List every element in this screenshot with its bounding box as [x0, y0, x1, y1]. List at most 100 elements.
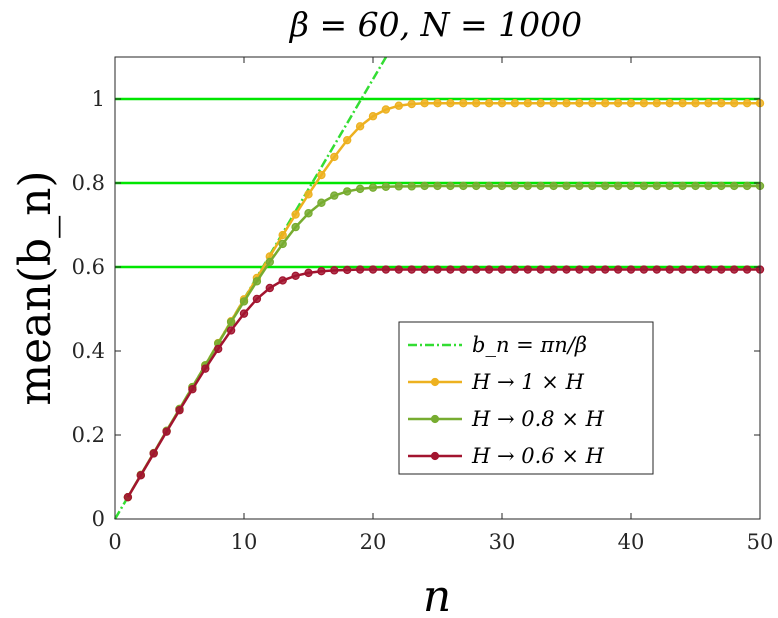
y-axis-label: mean(b_n) [10, 170, 61, 405]
y-tick-label: 0.6 [72, 255, 105, 279]
y-tick-label: 0.4 [72, 339, 105, 363]
data-point [665, 98, 674, 108]
x-tick-label: 0 [108, 530, 121, 554]
data-point [162, 427, 171, 436]
data-point [704, 265, 713, 274]
data-point [433, 265, 442, 274]
data-point [278, 239, 287, 249]
data-point [613, 265, 623, 274]
data-point [613, 181, 623, 191]
data-point [407, 265, 416, 274]
data-point [678, 265, 687, 274]
data-point [626, 98, 636, 108]
data-point [381, 182, 391, 191]
data-point [691, 265, 700, 274]
data-point [730, 98, 739, 108]
data-point [472, 98, 481, 108]
data-point [549, 265, 558, 274]
data-point [691, 181, 700, 191]
data-point [549, 181, 558, 191]
data-point [213, 344, 223, 354]
legend: b_n = πn/β H → 1 × H H → 0.8 × H H → 0.6 × … [398, 321, 654, 475]
data-point [278, 276, 287, 285]
data-point [472, 265, 481, 274]
legend-label-2: H → 0.8 × H [471, 407, 605, 431]
y-tick-label: 0.2 [72, 423, 105, 447]
y-tick-label: 0.8 [72, 171, 105, 195]
x-tick-label: 50 [747, 530, 774, 554]
data-point [433, 98, 442, 108]
data-point [226, 326, 236, 335]
x-tick-label: 40 [618, 530, 645, 554]
data-point [575, 265, 584, 274]
data-point [484, 181, 494, 191]
plot-frame [114, 56, 761, 520]
data-point [523, 265, 533, 274]
data-point [626, 181, 636, 191]
data-point [343, 265, 352, 275]
data-point [652, 181, 662, 191]
data-point [252, 277, 262, 286]
data-point [704, 98, 713, 108]
data-point [265, 283, 274, 293]
data-point [601, 181, 610, 191]
data-point [742, 98, 752, 108]
legend-label-0: b_n = πn/β [472, 333, 587, 357]
data-point [588, 98, 597, 108]
data-point [691, 98, 700, 108]
data-point [730, 265, 739, 274]
data-point [575, 98, 584, 108]
series-group [123, 98, 765, 502]
chart-title: β = 60, N = 1000 [288, 5, 582, 44]
data-point [523, 181, 533, 191]
data-point [201, 364, 210, 373]
data-point [510, 265, 520, 274]
data-point [330, 266, 339, 275]
data-point [368, 265, 378, 274]
data-point [510, 181, 520, 191]
data-point [717, 265, 726, 274]
data-point [536, 98, 545, 108]
data-point [278, 230, 287, 240]
data-point [407, 182, 416, 191]
data-point [291, 210, 300, 219]
data-point [588, 265, 597, 274]
legend-marker-3 [430, 451, 440, 461]
data-point [459, 98, 468, 108]
data-point [497, 265, 507, 274]
data-point [484, 98, 494, 108]
x-tick-label: 20 [360, 530, 387, 554]
data-point [484, 265, 494, 274]
data-point [588, 181, 597, 191]
data-point [252, 294, 262, 304]
data-point [407, 99, 416, 109]
legend-marker-2 [430, 414, 440, 424]
data-point [420, 265, 429, 274]
data-point [601, 265, 610, 274]
data-point [188, 385, 197, 394]
data-point [355, 122, 365, 131]
data-point [291, 271, 300, 281]
y-tick-label: 0 [92, 507, 105, 531]
data-point [459, 181, 468, 191]
data-point [639, 265, 649, 274]
data-point [626, 265, 636, 274]
legend-label-3: H → 0.6 × H [471, 444, 605, 468]
data-point [317, 198, 326, 207]
data-point [549, 98, 558, 108]
legend-marker-1 [430, 377, 440, 387]
data-point [394, 182, 403, 191]
data-point [265, 257, 274, 267]
data-point [562, 181, 571, 191]
data-point [613, 98, 623, 108]
data-point [446, 181, 455, 191]
data-point [523, 98, 533, 108]
data-point [562, 265, 571, 274]
data-point [149, 449, 158, 458]
data-point [536, 181, 545, 191]
data-point [497, 98, 507, 108]
data-point [742, 265, 752, 274]
data-point [226, 317, 236, 327]
data-point [575, 181, 584, 191]
